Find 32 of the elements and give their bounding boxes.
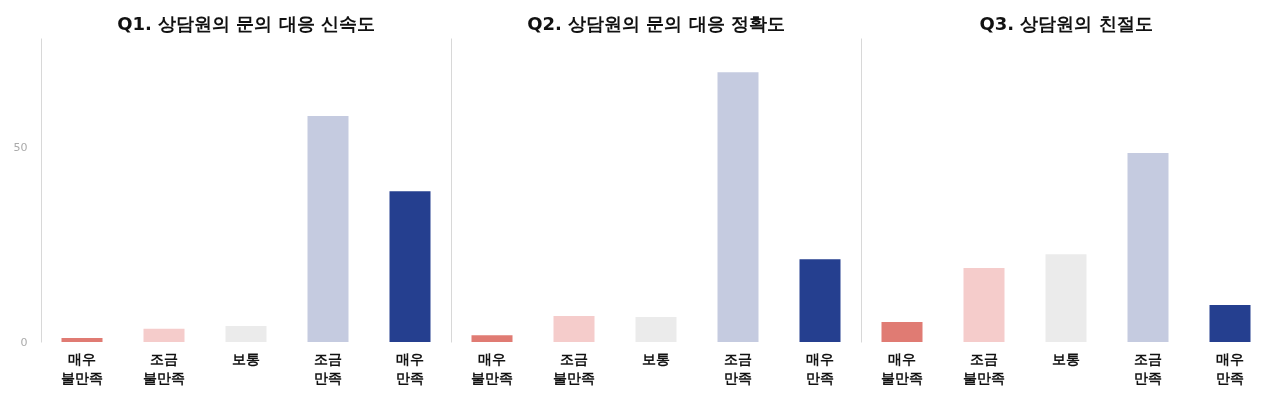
bar: [799, 259, 841, 342]
bar: [881, 322, 923, 342]
x-tick-label: 조금 불만족: [553, 350, 595, 386]
bar: [1127, 152, 1169, 342]
x-tick-label: 매우 불만족: [881, 350, 923, 386]
x-tick-label: 매우 불만족: [471, 350, 513, 386]
bar: [143, 328, 185, 342]
x-tick-label: 보통: [232, 350, 260, 367]
x-tick-label: 보통: [1052, 350, 1080, 367]
chart-title: Q2. 상담원의 문의 대응 정확도: [527, 13, 785, 34]
y-tick-label: 50: [13, 140, 28, 154]
chart-title: Q1. 상담원의 문의 대응 신속도: [117, 13, 375, 34]
x-tick-label: 조금 불만족: [143, 350, 185, 386]
x-tick-label: 매우 만족: [806, 350, 834, 386]
bar: [307, 115, 349, 342]
x-tick-label: 보통: [642, 350, 670, 367]
x-tick-label: 조금 만족: [314, 350, 342, 386]
chart-title: Q3. 상담원의 친절도: [979, 13, 1153, 34]
x-tick-label: 매우 만족: [1216, 350, 1244, 386]
y-tick-label: 0: [20, 335, 28, 349]
bar: [1209, 304, 1251, 342]
x-tick-label: 조금 만족: [724, 350, 752, 386]
x-tick-label: 조금 만족: [1134, 350, 1162, 386]
bar: [471, 335, 513, 342]
bar: [553, 315, 595, 342]
x-tick-label: 매우 불만족: [61, 350, 103, 386]
bar: [963, 267, 1005, 342]
bar: [389, 191, 431, 342]
bar: [61, 338, 103, 342]
bar: [717, 72, 759, 342]
x-tick-label: 매우 만족: [396, 350, 424, 386]
x-tick-label: 조금 불만족: [963, 350, 1005, 386]
